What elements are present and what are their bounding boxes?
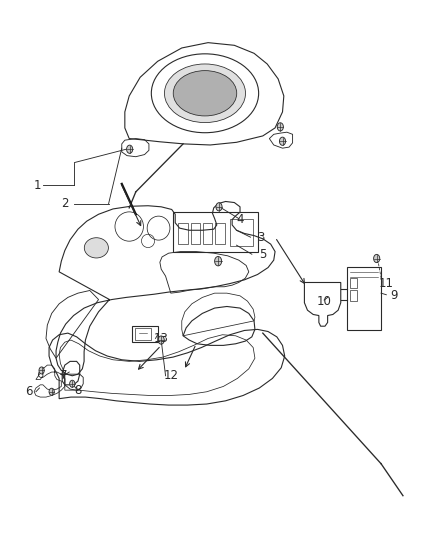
Ellipse shape bbox=[164, 64, 245, 123]
Ellipse shape bbox=[374, 254, 380, 263]
Ellipse shape bbox=[127, 145, 133, 154]
Ellipse shape bbox=[39, 367, 44, 374]
Text: 8: 8 bbox=[74, 384, 81, 397]
Ellipse shape bbox=[279, 137, 286, 146]
Text: 6: 6 bbox=[25, 385, 32, 398]
Ellipse shape bbox=[158, 336, 164, 344]
Text: 11: 11 bbox=[379, 277, 394, 290]
Text: 12: 12 bbox=[163, 369, 178, 382]
Ellipse shape bbox=[215, 256, 222, 266]
Text: 5: 5 bbox=[259, 248, 266, 261]
Ellipse shape bbox=[277, 123, 283, 131]
Text: 3: 3 bbox=[257, 231, 264, 244]
Text: 1: 1 bbox=[33, 179, 41, 192]
Ellipse shape bbox=[84, 238, 109, 258]
Text: 10: 10 bbox=[317, 295, 332, 308]
Text: 2: 2 bbox=[61, 197, 69, 210]
Ellipse shape bbox=[70, 380, 75, 387]
Ellipse shape bbox=[173, 71, 237, 116]
Text: 13: 13 bbox=[154, 332, 169, 345]
Ellipse shape bbox=[49, 388, 54, 395]
Text: 7: 7 bbox=[60, 369, 67, 382]
Ellipse shape bbox=[216, 203, 222, 211]
Text: 9: 9 bbox=[390, 289, 398, 302]
Text: 4: 4 bbox=[236, 213, 244, 226]
